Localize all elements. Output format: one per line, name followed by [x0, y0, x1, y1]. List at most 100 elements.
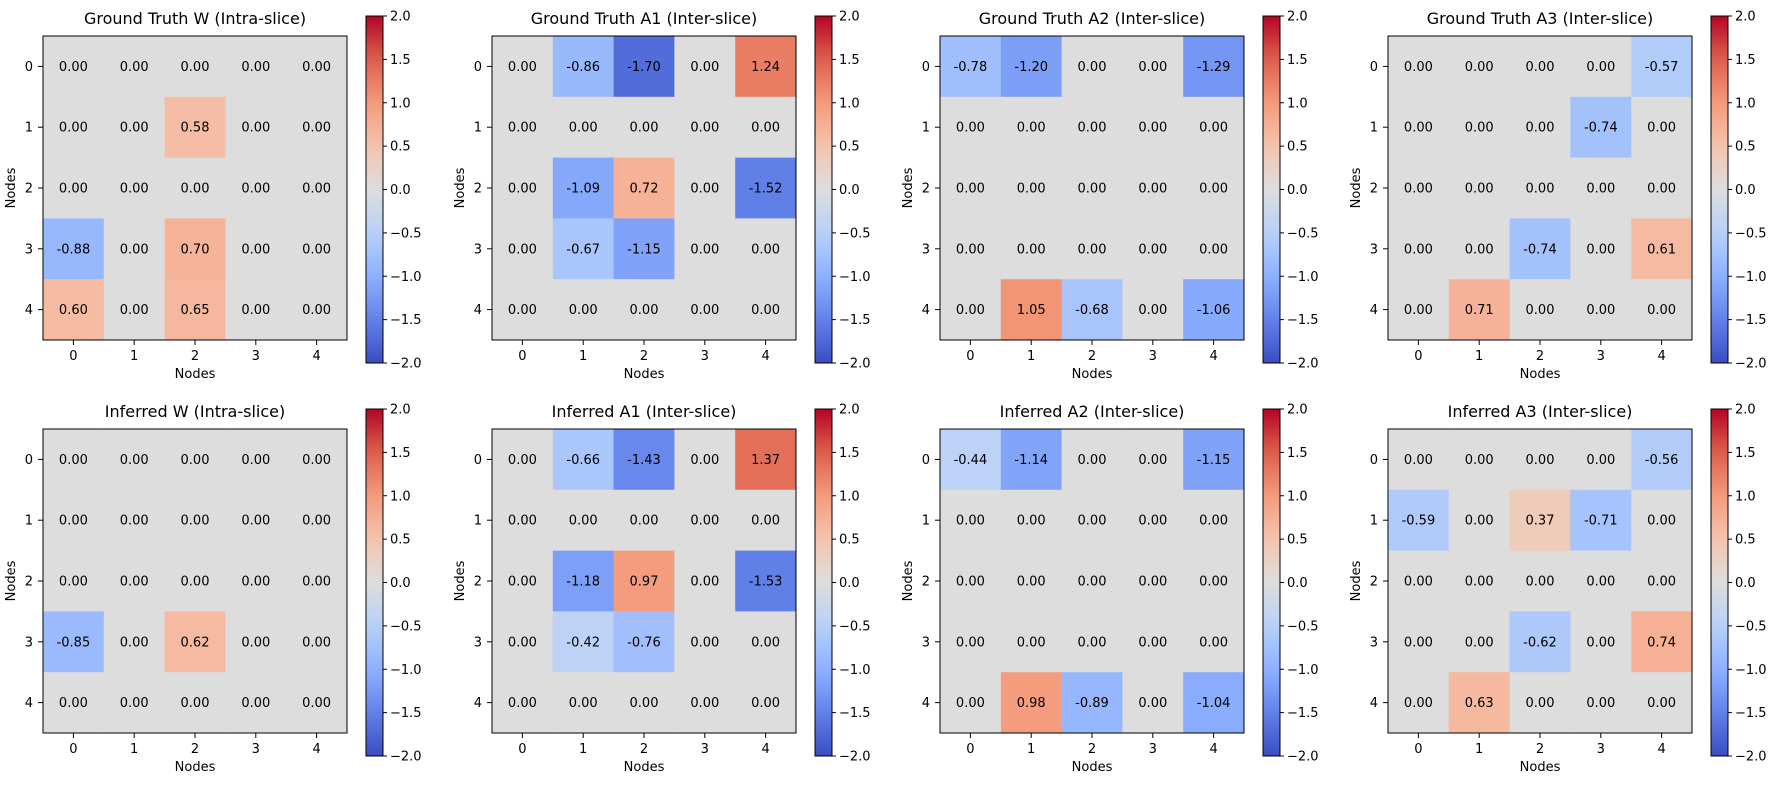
cell-value-label: 0.00: [1465, 242, 1494, 257]
colorbar-tick-label: 1.5: [1287, 53, 1308, 68]
heatmap-cell: [164, 611, 226, 673]
cell-value-label: 0.00: [302, 514, 331, 529]
cell-value-label: 0.00: [1017, 635, 1046, 650]
heatmap-cell: [1000, 279, 1063, 341]
y-tick-label: 4: [1370, 696, 1378, 711]
cell-value-label: -1.09: [566, 182, 600, 197]
heatmap-cell: [103, 611, 166, 673]
cell-value-label: 0.00: [956, 575, 985, 590]
heatmap-cell: [940, 489, 1002, 552]
heatmap-cell: [1122, 157, 1184, 219]
colorbar-tick-label: 0.0: [390, 183, 411, 198]
cell-value-label: 0.00: [1017, 514, 1046, 529]
y-tick-label: 3: [1370, 242, 1378, 257]
cell-value-label: -0.86: [566, 60, 600, 75]
heatmap-cell: [43, 36, 105, 98]
cell-value-label: 0.00: [241, 60, 270, 75]
cell-value-label: 0.00: [1138, 182, 1167, 197]
cell-value-label: -0.42: [566, 635, 600, 650]
cell-value-label: 0.00: [1199, 242, 1228, 257]
cell-value-label: 0.00: [508, 121, 537, 136]
cell-value-label: 0.00: [1138, 121, 1167, 136]
cell-value-label: 0.00: [956, 514, 985, 529]
heatmap-cell: [735, 218, 797, 280]
heatmap-cell: [940, 429, 1002, 491]
heatmap-cell: [1570, 96, 1632, 159]
heatmap-cell: [940, 550, 1002, 612]
cell-value-label: -1.29: [1197, 60, 1231, 75]
cell-value-label: 0.00: [1078, 60, 1107, 75]
cell-value-label: 0.00: [1465, 635, 1494, 650]
cell-value-label: -1.70: [627, 60, 661, 75]
heatmap-cell: [103, 550, 166, 612]
heatmap-cell: [286, 429, 348, 491]
heatmap-cell: [1509, 429, 1571, 491]
y-tick-label: 4: [474, 303, 482, 318]
colorbar-tick-label: −0.5: [1287, 226, 1319, 241]
cell-value-label: 0.00: [241, 453, 270, 468]
colorbar-tick-label: 0.0: [1735, 183, 1756, 198]
colorbar-tick-label: −2.0: [390, 750, 422, 765]
heatmap-cell: [735, 489, 797, 552]
y-tick-label: 2: [1370, 575, 1378, 590]
x-axis-label: Nodes: [1072, 367, 1113, 382]
heatmap-cell: [1122, 36, 1184, 98]
heatmap-cell: [43, 489, 105, 552]
cell-value-label: 0.00: [508, 696, 537, 711]
heatmap-cell: [1448, 489, 1511, 552]
cell-value-label: -1.04: [1197, 696, 1231, 711]
colorbar-tick-label: 1.5: [1287, 446, 1308, 461]
colorbar-tick-label: 0.5: [1287, 533, 1308, 548]
cell-value-label: 0.00: [1647, 121, 1676, 136]
heatmap-cell: [1000, 96, 1063, 159]
cell-value-label: 0.00: [181, 60, 210, 75]
cell-value-label: -0.74: [1584, 121, 1618, 136]
x-tick-label: 2: [1536, 349, 1544, 364]
y-tick-label: 3: [922, 635, 930, 650]
heatmap-panel-3: Ground Truth A3 (Inter-slice)0.00 0.00 0.0…: [1349, 9, 1767, 382]
cell-value-label: 0.00: [1526, 303, 1555, 318]
x-tick-label: 4: [1209, 742, 1217, 757]
colorbar-tick-label: 2.0: [390, 403, 411, 418]
cell-value-label: 0.00: [120, 514, 149, 529]
cell-value-label: 0.00: [1138, 635, 1167, 650]
cell-value-label: 0.00: [508, 182, 537, 197]
heatmap-cell: [1570, 550, 1632, 612]
heatmap-cell: [735, 36, 797, 98]
heatmap-cell: [1509, 218, 1571, 280]
heatmap-cell: [940, 96, 1002, 159]
heatmap-cell: [674, 550, 736, 612]
heatmap-cell: [1388, 218, 1450, 280]
heatmap-cell: [1388, 279, 1450, 341]
x-tick-label: 1: [1475, 349, 1483, 364]
colorbar-tick-label: 1.5: [839, 446, 860, 461]
x-tick-label: 0: [69, 742, 77, 757]
heatmap-cell: [43, 279, 105, 341]
heatmap-cell: [492, 157, 554, 219]
cell-value-label: -0.62: [1523, 635, 1557, 650]
x-tick-label: 1: [1027, 742, 1035, 757]
y-axis-label: Nodes: [453, 560, 468, 601]
y-tick-label: 1: [474, 514, 482, 529]
heatmap-cell: [940, 218, 1002, 280]
heatmap-cell: [613, 672, 675, 734]
cell-value-label: -1.53: [749, 575, 783, 590]
heatmap-cell: [1631, 157, 1693, 219]
colorbar: [814, 408, 833, 757]
cell-value-label: 0.00: [59, 182, 88, 197]
colorbar-tick-label: 0.0: [390, 576, 411, 591]
y-axis-label: Nodes: [901, 560, 916, 601]
heatmap-cell: [1570, 279, 1632, 341]
heatmap-cell: [1448, 279, 1511, 341]
heatmap-cell: [1061, 36, 1123, 98]
heatmap-cell: [674, 218, 736, 280]
heatmap-cell: [1183, 96, 1245, 159]
colorbar-tick-label: −1.0: [1735, 663, 1767, 678]
colorbar-tick-label: 1.0: [1287, 489, 1308, 504]
heatmap-cell: [164, 279, 226, 341]
cell-value-label: 0.00: [508, 60, 537, 75]
heatmap-cell: [613, 96, 675, 159]
heatmap-cell: [43, 157, 105, 219]
y-tick-label: 3: [474, 635, 482, 650]
y-tick-label: 1: [1370, 121, 1378, 136]
